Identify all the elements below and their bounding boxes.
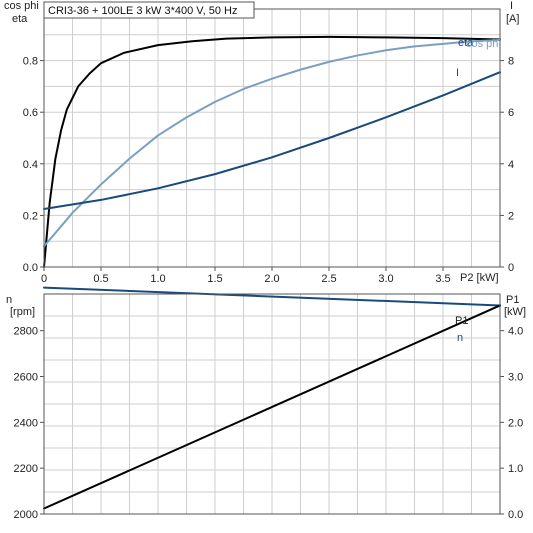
tick-label-x: 2.0 bbox=[264, 273, 279, 285]
tick-label-right: 1.0 bbox=[508, 463, 523, 475]
top-ylabel-right-2: [A] bbox=[506, 13, 519, 25]
bottom-plot-frame bbox=[43, 293, 501, 515]
p1-series-label: P1 bbox=[455, 315, 468, 327]
tick-label-x: 0.5 bbox=[93, 273, 108, 285]
tick-label-x: 3.0 bbox=[378, 273, 393, 285]
bottom-ylabel-right-1: P1 bbox=[506, 294, 519, 306]
top-panel: 0.0 0.2 0.4 0.6 0.8 0 2 4 6 8 0 0.5 1.0 1.5 2.0 2.5 3.0 3… bbox=[4, 0, 519, 285]
tick-label-left: 2600 bbox=[14, 372, 38, 384]
cosphi-series-label: cos phi bbox=[466, 38, 501, 50]
tick-label-x: 1.0 bbox=[150, 273, 165, 285]
bottom-ylabel-right-2: [kW] bbox=[504, 306, 526, 318]
top-ylabel-left-1: cos phi bbox=[4, 0, 39, 12]
tick-label-left: 2200 bbox=[14, 463, 38, 475]
tick-label-left: 0.8 bbox=[23, 56, 38, 68]
tick-label-left: 0.0 bbox=[23, 262, 38, 274]
title-box bbox=[43, 1, 255, 19]
tick-label-x: 3.5 bbox=[435, 273, 450, 285]
current-series-label: I bbox=[456, 67, 459, 79]
tick-label-left: 0.2 bbox=[23, 210, 38, 222]
top-series bbox=[43, 35, 501, 268]
series-line-cos-phi bbox=[43, 38, 501, 248]
tick-label-left: 0.6 bbox=[23, 107, 38, 119]
tick-label-right: 4.0 bbox=[508, 326, 523, 338]
series-line-p1 bbox=[43, 304, 501, 510]
chart-title: CRI3-36 + 100LE 3 kW 3*400 V, 50 Hz bbox=[48, 5, 237, 17]
tick-label-left: 2400 bbox=[14, 417, 38, 429]
bottom-ticks: 2000 2200 2400 2600 2800 0.0 1.0 2.0 3.0 4.0 bbox=[14, 326, 524, 521]
tick-label-right: 2.0 bbox=[508, 417, 523, 429]
series-line-n bbox=[43, 286, 501, 307]
tick-label-x: 2.5 bbox=[321, 273, 336, 285]
tick-label-left: 2800 bbox=[14, 326, 38, 338]
tick-label-x: 0 bbox=[41, 273, 47, 285]
series-line-eta bbox=[43, 35, 501, 268]
tick-label-right: 6 bbox=[508, 107, 514, 119]
series-line-i bbox=[43, 71, 501, 210]
bottom-panel: 2000 2200 2400 2600 2800 0.0 1.0 2.0 3.0 4.0 n [r… bbox=[6, 286, 526, 521]
bottom-series bbox=[43, 286, 501, 510]
tick-label-x: 1.5 bbox=[207, 273, 222, 285]
top-xlabel: P2 [kW] bbox=[460, 272, 499, 284]
tick-label-right: 0 bbox=[508, 262, 514, 274]
top-ticks: 0.0 0.2 0.4 0.6 0.8 0 2 4 6 8 0 0.5 1.0 1.5 2.0 2.5 3.0 3… bbox=[23, 56, 514, 285]
eta-series-label: eta bbox=[458, 37, 474, 49]
bottom-ylabel-left-2: [rpm] bbox=[10, 306, 35, 318]
top-ylabel-right-1: I bbox=[510, 0, 513, 12]
tick-label-right: 0.0 bbox=[508, 509, 523, 521]
tick-label-right: 8 bbox=[508, 56, 514, 68]
tick-label-left: 2000 bbox=[14, 509, 38, 521]
tick-label-right: 4 bbox=[508, 159, 514, 171]
speed-series-label: n bbox=[457, 332, 463, 344]
tick-label-right: 2 bbox=[508, 210, 514, 222]
tick-label-left: 0.4 bbox=[23, 159, 38, 171]
top-ylabel-left-2: eta bbox=[12, 13, 28, 25]
bottom-ylabel-left-1: n bbox=[6, 294, 12, 306]
tick-label-right: 3.0 bbox=[508, 372, 523, 384]
